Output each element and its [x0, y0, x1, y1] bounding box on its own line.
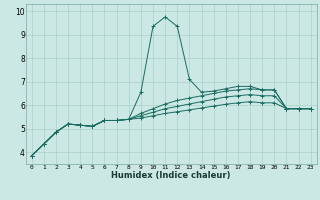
X-axis label: Humidex (Indice chaleur): Humidex (Indice chaleur)	[111, 171, 231, 180]
